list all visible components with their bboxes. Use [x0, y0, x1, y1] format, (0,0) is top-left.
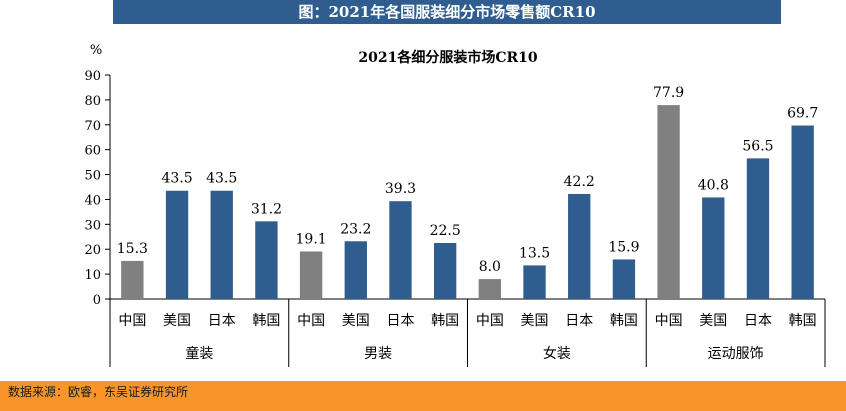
bar	[344, 241, 367, 299]
category-label: 中国	[297, 313, 325, 329]
data-label: 15.9	[608, 239, 639, 255]
data-labels: 15.3 43.5 43.5 31.2 19.1 23.2 39.3 22.5 8.0 13.5 4…	[117, 85, 818, 275]
group-label: 童装	[185, 345, 213, 362]
bar	[255, 221, 278, 299]
y-tick-label: 60	[84, 144, 101, 159]
bar	[612, 259, 636, 299]
data-label: 43.5	[161, 171, 192, 187]
category-label: 韩国	[252, 313, 280, 329]
y-tick-label: 10	[84, 268, 101, 283]
category-label: 日本	[744, 313, 772, 329]
figure-title: 图：2021年各国服装细分市场零售额CR10	[298, 3, 596, 21]
header-band: 图：2021年各国服装细分市场零售额CR10	[113, 0, 781, 24]
group-label: 男装	[364, 346, 392, 362]
bar-chart: 2021各细分服装市场CR10 % 0 10 20 30 40 50 60 70 80 90 童装 中…	[84, 43, 826, 367]
y-tick-label: 70	[84, 119, 101, 134]
data-label: 31.2	[251, 201, 282, 217]
category-label: 日本	[208, 313, 236, 329]
source-note: 数据来源：欧睿，东吴证券研究所	[8, 385, 189, 399]
category-label: 中国	[118, 313, 146, 329]
bar	[299, 251, 323, 299]
y-tick-label: 40	[84, 193, 101, 208]
bar	[702, 197, 725, 299]
data-label: 69.7	[787, 106, 818, 122]
y-tick-label: 20	[84, 243, 101, 258]
category-label: 中国	[655, 313, 683, 329]
group-label: 运动服饰	[708, 346, 764, 362]
y-tick-label: 80	[84, 94, 101, 109]
y-tick-label: 0	[93, 293, 101, 308]
data-label: 77.9	[653, 85, 684, 101]
y-tick-label: 50	[84, 169, 101, 184]
bar	[791, 125, 814, 299]
y-tick-label: 30	[84, 218, 101, 233]
data-label: 8.0	[479, 259, 501, 275]
data-label: 56.5	[742, 138, 773, 154]
chart-title: 2021各细分服装市场CR10	[358, 49, 537, 66]
data-label: 13.5	[519, 245, 550, 261]
data-label: 23.2	[340, 221, 371, 237]
data-label: 40.8	[698, 177, 729, 193]
bar	[568, 193, 591, 299]
data-label: 42.2	[564, 174, 595, 190]
data-label: 15.3	[117, 241, 148, 257]
bar	[433, 243, 457, 299]
bars	[121, 105, 814, 299]
category-label: 日本	[565, 313, 593, 329]
bar	[478, 279, 502, 299]
category-label: 韩国	[431, 313, 459, 329]
bar	[657, 105, 680, 299]
group-label: 女装	[543, 345, 571, 362]
bar	[523, 265, 546, 299]
category-label: 美国	[163, 313, 191, 329]
bar	[121, 260, 144, 299]
category-label: 美国	[699, 313, 727, 329]
bar	[746, 158, 770, 299]
category-label: 美国	[342, 313, 370, 329]
category-label: 美国	[521, 313, 549, 329]
category-label: 韩国	[610, 313, 638, 329]
footer-band: 数据来源：欧睿，东吴证券研究所	[0, 381, 846, 411]
data-label: 22.5	[430, 223, 461, 239]
data-label: 43.5	[206, 171, 237, 187]
category-label: 中国	[476, 313, 504, 329]
data-label: 39.3	[385, 181, 416, 197]
bar	[165, 190, 189, 299]
category-label: 韩国	[789, 313, 817, 329]
bar	[210, 190, 233, 299]
data-label: 19.1	[296, 231, 327, 247]
category-label: 日本	[386, 313, 414, 329]
bar	[389, 201, 412, 299]
y-axis-unit: %	[90, 43, 102, 58]
y-tick-label: 90	[84, 69, 101, 84]
